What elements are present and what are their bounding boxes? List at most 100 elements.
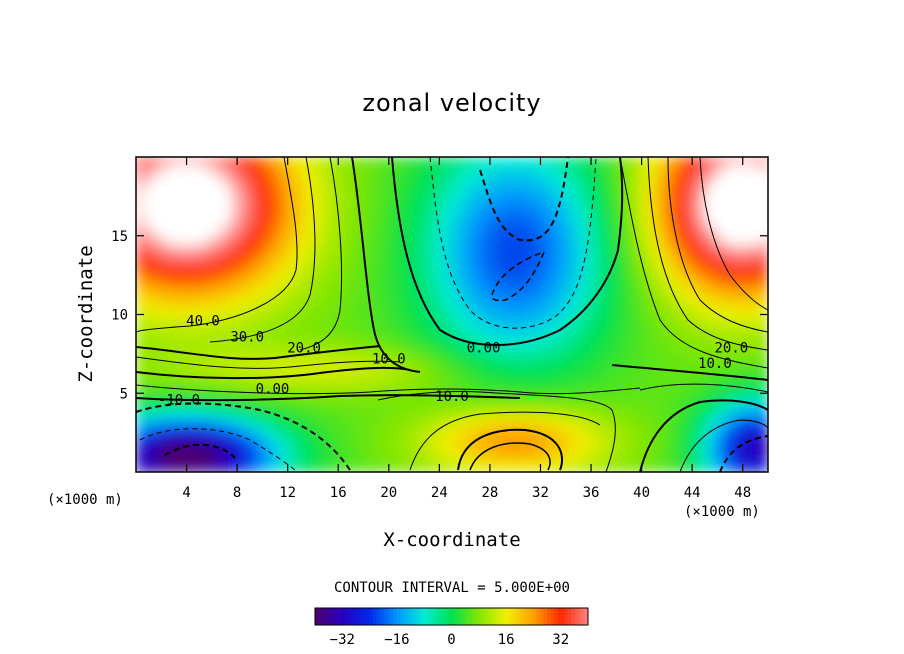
colorbar-segment: [489, 608, 493, 625]
field-cell: [546, 385, 554, 394]
field-cell: [180, 409, 188, 418]
field-cell: [294, 424, 301, 434]
field-cell: [755, 448, 763, 457]
field-cell: [666, 393, 674, 402]
field-cell: [395, 267, 403, 276]
field-cell: [205, 306, 213, 316]
field-cell: [357, 432, 365, 442]
field-cell: [426, 267, 434, 276]
field-cell: [180, 377, 188, 386]
field-cell: [572, 440, 579, 449]
field-cell: [306, 251, 314, 260]
field-cell: [363, 212, 371, 221]
field-cell: [154, 235, 162, 245]
field-cell: [287, 220, 295, 229]
field-cell: [698, 424, 706, 434]
field-cell: [717, 330, 725, 339]
field-cell: [173, 440, 181, 449]
field-cell: [161, 440, 169, 449]
field-cell: [641, 401, 649, 410]
field-cell: [553, 157, 561, 166]
field-cell: [736, 212, 744, 221]
field-cell: [723, 322, 731, 331]
field-cell: [154, 157, 162, 166]
field-cell: [319, 164, 327, 174]
field-cell: [673, 212, 681, 221]
field-cell: [527, 164, 535, 174]
field-cell: [395, 330, 403, 339]
field-cell: [148, 164, 156, 174]
field-cell: [369, 416, 377, 426]
field-cell: [591, 306, 598, 316]
field-cell: [572, 259, 579, 268]
field-cell: [464, 448, 472, 457]
field-cell: [698, 401, 706, 410]
field-cell: [173, 330, 181, 339]
field-cell: [477, 235, 485, 245]
field-cell: [483, 369, 491, 379]
field-cell: [173, 267, 181, 276]
field-cell: [559, 369, 567, 379]
field-cell: [635, 424, 643, 434]
field-cell: [502, 322, 510, 331]
field-cell: [319, 353, 327, 363]
field-cell: [369, 464, 377, 472]
field-cell: [647, 377, 655, 386]
field-cell: [142, 164, 150, 174]
contour-line: [699, 157, 768, 311]
field-cell: [388, 251, 396, 260]
field-cell: [603, 393, 611, 402]
field-cell: [603, 338, 611, 347]
field-cell: [508, 290, 516, 300]
field-cell: [407, 204, 415, 213]
field-cell: [148, 456, 156, 465]
field-cell: [426, 196, 434, 205]
field-cell: [559, 330, 567, 339]
colorbar-segment: [468, 608, 473, 625]
field-cell: [281, 172, 289, 182]
field-cell: [249, 283, 257, 292]
field-cell: [679, 369, 687, 379]
field-cell: [521, 369, 529, 379]
field-cell: [211, 456, 219, 465]
field-cell: [673, 251, 681, 260]
field-cell: [192, 401, 200, 410]
field-cell: [142, 180, 150, 190]
contour-line: [377, 391, 616, 472]
field-cell: [660, 330, 668, 339]
field-cell: [363, 361, 371, 371]
field-cell: [742, 283, 750, 292]
field-cell: [369, 267, 377, 276]
field-cell: [294, 330, 301, 339]
field-cell: [496, 259, 504, 268]
field-cell: [230, 401, 238, 410]
field-cell: [452, 157, 459, 166]
field-cell: [363, 338, 371, 347]
field-cell: [350, 235, 358, 245]
field-cell: [388, 275, 396, 284]
field-cell: [641, 322, 649, 331]
field-cell: [426, 212, 434, 221]
field-cell: [698, 196, 706, 205]
field-cell: [148, 212, 156, 221]
field-cell: [749, 401, 756, 410]
field-cell: [685, 330, 693, 339]
field-cell: [294, 416, 301, 426]
field-cell: [540, 243, 548, 253]
field-cell: [540, 409, 548, 418]
field-cell: [294, 306, 301, 316]
field-cell: [584, 346, 592, 355]
field-cell: [388, 416, 396, 426]
field-cell: [445, 393, 453, 402]
field-cell: [584, 172, 592, 182]
field-cell: [281, 188, 289, 197]
field-cell: [357, 416, 365, 426]
field-cell: [369, 338, 377, 347]
field-cell: [388, 369, 396, 379]
field-cell: [331, 338, 339, 347]
field-cell: [154, 164, 162, 174]
field-cell: [679, 409, 687, 418]
field-cell: [603, 172, 611, 182]
field-cell: [559, 346, 567, 355]
field-cell: [319, 298, 327, 308]
